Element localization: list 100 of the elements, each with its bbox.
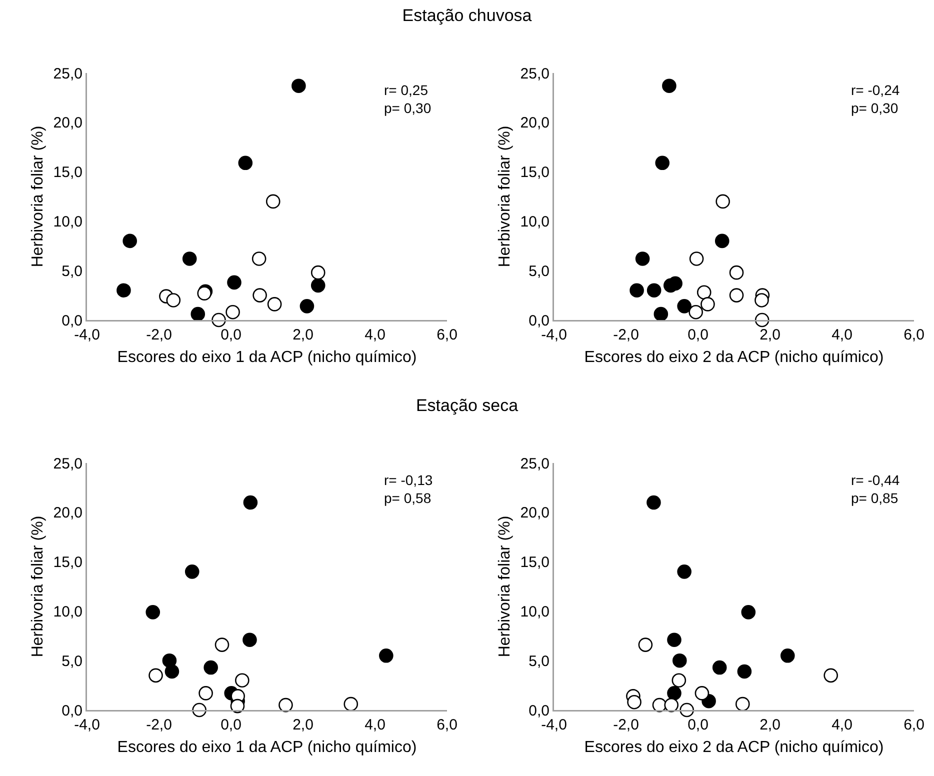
y-tick-label: 10,0 — [520, 603, 550, 620]
y-tick-label: 25,0 — [520, 455, 550, 472]
point — [300, 299, 314, 314]
x-tick-label: 2,0 — [292, 716, 314, 734]
y-tick-label: 20,0 — [520, 504, 550, 522]
point — [712, 660, 727, 675]
point — [242, 632, 257, 647]
y-tick-label: 15,0 — [520, 164, 550, 182]
point — [672, 653, 687, 668]
point — [635, 252, 650, 266]
y-tick-label: 5,0 — [62, 652, 82, 670]
y-axis-title: Herbivoria foliar (%) — [496, 126, 514, 268]
x-tick-label: -4,0 — [74, 716, 100, 734]
x-tick-label: 6,0 — [904, 716, 924, 734]
point — [662, 78, 676, 93]
point — [184, 564, 200, 579]
x-axis-title: Escores do eixo 2 da ACP (nicho químico) — [584, 738, 884, 756]
x-tick-label: -4,0 — [541, 716, 567, 734]
x-tick-label: -4,0 — [74, 326, 100, 344]
y-axis-title: Herbivoria foliar (%) — [29, 516, 46, 658]
point — [164, 664, 180, 679]
point — [667, 632, 682, 647]
x-tick-label: 4,0 — [832, 716, 852, 734]
x-tick-label: 6,0 — [436, 326, 458, 344]
y-tick-label: 15,0 — [53, 164, 82, 182]
y-tick-label: 5,0 — [528, 652, 550, 670]
point — [741, 605, 756, 620]
point — [182, 252, 197, 266]
annotation: p= 0,30 — [851, 100, 898, 116]
point — [627, 694, 642, 710]
x-tick-label: 6,0 — [436, 716, 458, 734]
y-tick-label: 25,0 — [520, 65, 550, 82]
y-tick-label: 25,0 — [53, 65, 82, 82]
point — [292, 78, 306, 93]
chart-title: Estação chuvosa — [401, 6, 533, 26]
point — [780, 648, 795, 663]
point — [116, 283, 131, 298]
x-axis-title: Escores do eixo 1 da ACP (nicho químico) — [117, 738, 417, 756]
point — [668, 276, 682, 291]
annotation: p= 0,58 — [384, 490, 432, 506]
y-tick-label: 20,0 — [53, 114, 82, 132]
point — [714, 234, 730, 248]
annotation: p= 0,85 — [851, 490, 898, 506]
x-tick-label: 4,0 — [364, 326, 386, 344]
x-tick-label: 0,0 — [220, 716, 242, 734]
point — [227, 275, 242, 290]
y-tick-label: 25,0 — [53, 455, 82, 472]
point — [654, 306, 668, 322]
y-tick-label: 10,0 — [53, 603, 82, 620]
x-axis-title: Escores do eixo 1 da ACP (nicho químico) — [117, 348, 417, 366]
point — [737, 664, 752, 679]
point — [677, 299, 692, 314]
x-tick-label: 6,0 — [904, 326, 924, 344]
x-tick-label: 0,0 — [220, 326, 242, 344]
point — [677, 564, 692, 579]
annotation: r= -0,13 — [384, 472, 433, 488]
x-tick-label: -2,0 — [146, 716, 172, 734]
x-tick-label: 4,0 — [832, 326, 852, 344]
point — [646, 283, 662, 298]
point — [243, 495, 258, 510]
point — [230, 698, 245, 714]
point — [655, 156, 670, 170]
point — [310, 278, 326, 293]
point — [630, 283, 644, 298]
y-axis-title: Herbivoria foliar (%) — [496, 516, 514, 658]
annotation: p= 0,30 — [384, 100, 432, 116]
x-axis-title: Escores do eixo 2 da ACP (nicho químico) — [584, 348, 884, 366]
y-axis-title: Herbivoria foliar (%) — [29, 126, 46, 268]
x-tick-label: -2,0 — [613, 716, 639, 734]
y-tick-label: 10,0 — [53, 213, 82, 230]
y-tick-label: 20,0 — [53, 504, 82, 522]
point — [146, 605, 160, 620]
x-tick-label: 2,0 — [760, 326, 780, 344]
y-tick-label: 5,0 — [528, 262, 550, 280]
y-tick-label: 0,0 — [62, 702, 82, 720]
annotation: r= -0,44 — [851, 472, 900, 488]
chart-title: Estação seca — [414, 396, 520, 416]
y-tick-label: 15,0 — [53, 554, 82, 572]
y-tick-label: 0,0 — [62, 312, 82, 330]
point — [667, 686, 682, 700]
y-tick-label: 10,0 — [520, 213, 550, 230]
x-tick-label: 2,0 — [760, 716, 780, 734]
point — [122, 234, 137, 248]
x-tick-label: 2,0 — [292, 326, 314, 344]
y-tick-label: 5,0 — [62, 262, 82, 280]
y-tick-label: 0,0 — [528, 702, 550, 720]
y-tick-label: 0,0 — [528, 312, 550, 330]
x-tick-label: -4,0 — [541, 326, 567, 344]
annotation: r= 0,25 — [384, 82, 428, 98]
point — [238, 156, 253, 170]
point — [166, 293, 181, 308]
x-tick-label: -2,0 — [613, 326, 639, 344]
point — [646, 495, 661, 510]
point — [204, 660, 218, 675]
x-tick-label: 0,0 — [688, 716, 708, 734]
y-tick-label: 15,0 — [520, 554, 550, 572]
point — [379, 648, 394, 663]
x-tick-label: -2,0 — [146, 326, 172, 344]
x-tick-label: 0,0 — [688, 326, 708, 344]
annotation: r= -0,24 — [851, 82, 900, 98]
